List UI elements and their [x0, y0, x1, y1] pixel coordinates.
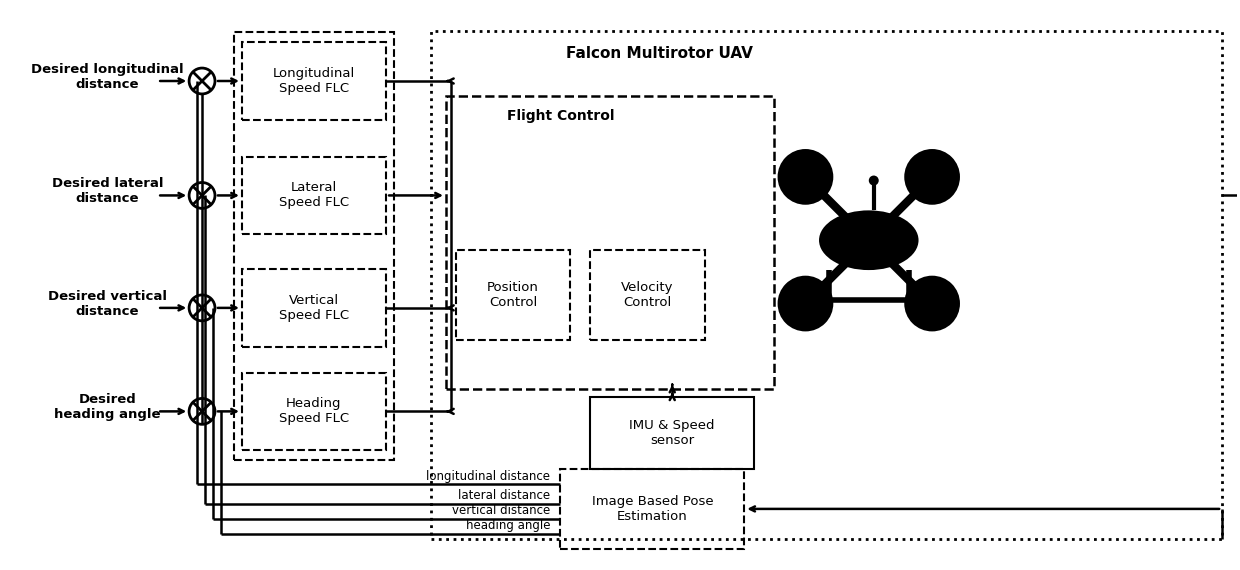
Text: Flight Control: Flight Control: [507, 109, 615, 123]
Text: Desired vertical
distance: Desired vertical distance: [48, 290, 167, 318]
Bar: [242, 42, 386, 120]
Bar: [432, 31, 1223, 539]
Bar: [560, 469, 744, 549]
Text: IMU & Speed
sensor: IMU & Speed sensor: [630, 420, 715, 447]
Text: Lateral
Speed FLC: Lateral Speed FLC: [279, 181, 350, 209]
Circle shape: [777, 149, 833, 205]
Bar: [242, 373, 386, 450]
Text: lateral distance: lateral distance: [459, 490, 551, 503]
Text: Image Based Pose
Estimation: Image Based Pose Estimation: [591, 495, 713, 523]
Text: Falcon Multirotor UAV: Falcon Multirotor UAV: [567, 46, 753, 60]
Text: Desired lateral
distance: Desired lateral distance: [52, 177, 164, 205]
Text: vertical distance: vertical distance: [453, 504, 551, 518]
Text: Desired longitudinal
distance: Desired longitudinal distance: [31, 63, 184, 91]
Circle shape: [777, 276, 833, 331]
Bar: [234, 32, 394, 460]
Text: Longitudinal
Speed FLC: Longitudinal Speed FLC: [273, 67, 355, 95]
Bar: [456, 250, 570, 340]
Bar: [590, 250, 704, 340]
Bar: [242, 269, 386, 347]
Circle shape: [904, 276, 960, 331]
Text: Desired
heading angle: Desired heading angle: [55, 393, 161, 421]
Bar: [590, 397, 754, 469]
Bar: [446, 96, 774, 389]
Text: Velocity
Control: Velocity Control: [621, 281, 673, 309]
Circle shape: [869, 176, 879, 185]
Ellipse shape: [820, 210, 919, 270]
Text: Vertical
Speed FLC: Vertical Speed FLC: [279, 294, 350, 322]
Text: heading angle: heading angle: [466, 519, 551, 532]
Text: Heading
Speed FLC: Heading Speed FLC: [279, 397, 350, 425]
Text: Position
Control: Position Control: [487, 281, 539, 309]
Bar: [242, 157, 386, 234]
Circle shape: [904, 149, 960, 205]
Text: longitudinal distance: longitudinal distance: [427, 470, 551, 483]
